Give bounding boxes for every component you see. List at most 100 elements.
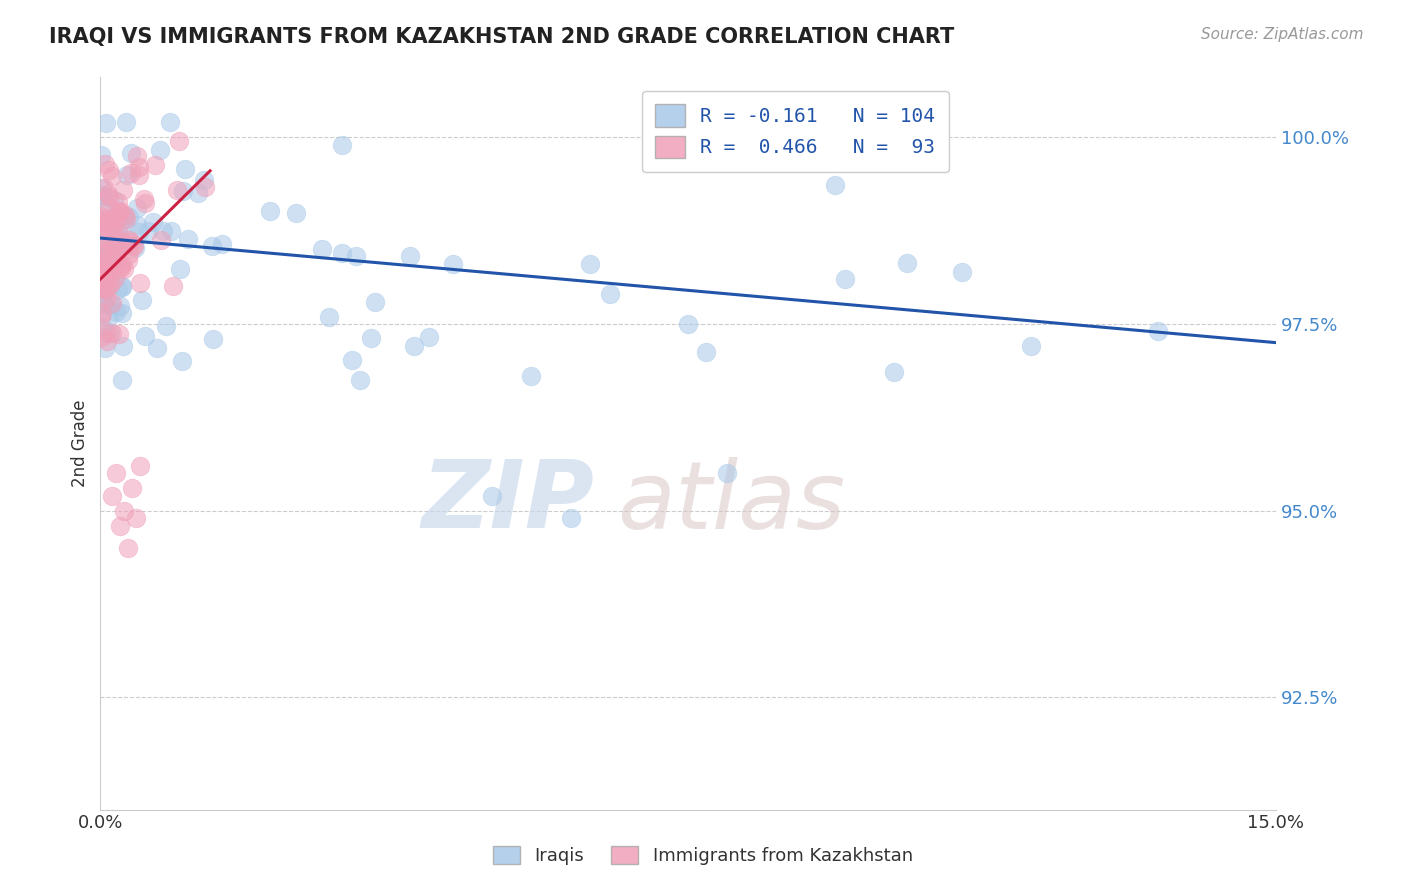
Point bbox=[149, 233, 172, 247]
Point bbox=[134, 192, 156, 206]
Point bbox=[108, 327, 131, 342]
Point bbox=[94, 157, 117, 171]
Point bbox=[98, 211, 121, 226]
Point bbox=[211, 237, 233, 252]
Point bbox=[103, 227, 125, 241]
Point bbox=[94, 253, 117, 268]
Point bbox=[103, 193, 125, 207]
Point bbox=[284, 206, 307, 220]
Point bbox=[97, 163, 120, 178]
Point bbox=[105, 467, 128, 481]
Point bbox=[110, 257, 132, 271]
Point bbox=[94, 326, 117, 340]
Point bbox=[883, 365, 905, 379]
Point bbox=[101, 223, 124, 237]
Point bbox=[108, 237, 131, 252]
Point bbox=[98, 310, 121, 324]
Point bbox=[100, 237, 122, 252]
Point bbox=[166, 183, 188, 197]
Point bbox=[91, 321, 114, 335]
Point bbox=[155, 319, 177, 334]
Point bbox=[112, 262, 135, 277]
Point bbox=[201, 239, 224, 253]
Point bbox=[520, 369, 543, 384]
Point bbox=[115, 115, 138, 129]
Point bbox=[159, 115, 181, 129]
Point bbox=[90, 256, 112, 270]
Point bbox=[160, 224, 183, 238]
Point bbox=[117, 253, 139, 268]
Point bbox=[330, 137, 353, 152]
Point bbox=[441, 257, 464, 271]
Point bbox=[360, 331, 382, 345]
Point bbox=[90, 209, 112, 223]
Point bbox=[98, 222, 121, 236]
Point bbox=[100, 258, 122, 272]
Point bbox=[110, 227, 132, 241]
Point bbox=[136, 224, 159, 238]
Point bbox=[187, 186, 209, 200]
Point bbox=[96, 203, 118, 218]
Point bbox=[104, 212, 127, 227]
Point bbox=[93, 259, 115, 273]
Point bbox=[152, 224, 174, 238]
Point bbox=[111, 339, 134, 353]
Point bbox=[94, 271, 117, 285]
Point bbox=[98, 200, 121, 214]
Point bbox=[100, 326, 122, 340]
Point bbox=[125, 218, 148, 232]
Point bbox=[115, 212, 138, 227]
Point bbox=[146, 342, 169, 356]
Point bbox=[97, 223, 120, 237]
Point bbox=[111, 373, 134, 387]
Point bbox=[172, 353, 194, 368]
Point bbox=[90, 247, 112, 261]
Point bbox=[93, 297, 115, 311]
Point bbox=[108, 518, 131, 533]
Point bbox=[952, 265, 974, 279]
Point bbox=[118, 211, 141, 225]
Point bbox=[560, 511, 582, 525]
Point bbox=[90, 238, 112, 252]
Point bbox=[111, 235, 134, 250]
Point bbox=[98, 268, 121, 282]
Text: ZIP: ZIP bbox=[422, 456, 595, 548]
Point bbox=[97, 259, 120, 273]
Point bbox=[349, 373, 371, 387]
Point bbox=[201, 332, 224, 346]
Point bbox=[108, 260, 131, 274]
Point bbox=[111, 279, 134, 293]
Point bbox=[124, 511, 146, 525]
Point bbox=[97, 245, 120, 260]
Point bbox=[90, 187, 112, 202]
Point bbox=[172, 184, 194, 198]
Point bbox=[311, 242, 333, 256]
Point bbox=[105, 305, 128, 319]
Point bbox=[134, 329, 156, 343]
Point bbox=[112, 504, 135, 518]
Point bbox=[105, 241, 128, 255]
Point bbox=[94, 277, 117, 291]
Point bbox=[94, 213, 117, 227]
Point bbox=[259, 204, 281, 219]
Point bbox=[97, 190, 120, 204]
Point bbox=[599, 287, 621, 301]
Text: atlas: atlas bbox=[617, 457, 846, 548]
Point bbox=[90, 306, 112, 320]
Point bbox=[91, 266, 114, 280]
Point bbox=[128, 458, 150, 473]
Point bbox=[101, 489, 124, 503]
Point bbox=[676, 317, 699, 331]
Point bbox=[90, 181, 112, 195]
Point bbox=[142, 215, 165, 229]
Point bbox=[93, 270, 115, 285]
Point bbox=[112, 209, 135, 223]
Point bbox=[169, 262, 191, 277]
Point bbox=[104, 249, 127, 263]
Point bbox=[111, 279, 134, 293]
Point bbox=[93, 277, 115, 291]
Point bbox=[91, 295, 114, 310]
Point bbox=[97, 211, 120, 225]
Point bbox=[824, 178, 846, 192]
Point bbox=[97, 187, 120, 202]
